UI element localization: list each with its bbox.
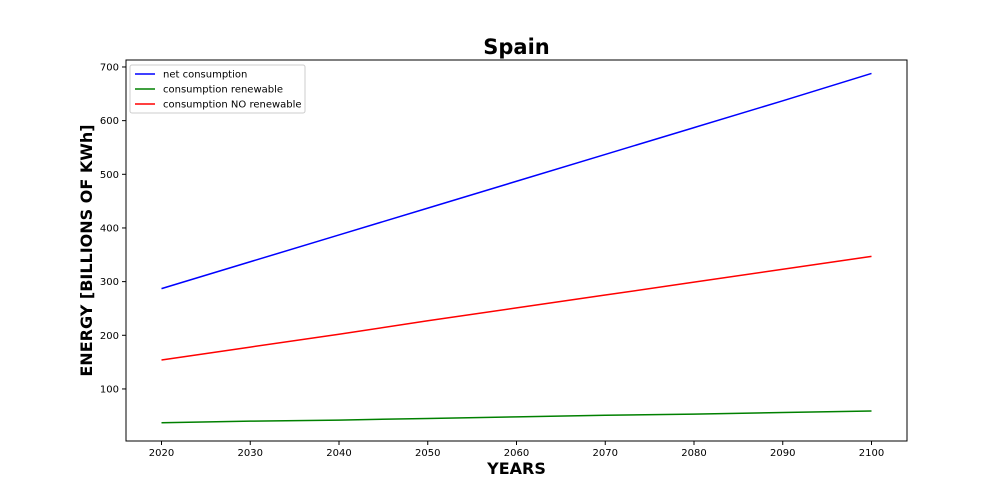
plot-area <box>125 59 908 442</box>
x-tick-label: 2090 <box>770 448 795 459</box>
chart-title: Spain <box>483 35 549 59</box>
legend-box <box>129 64 306 114</box>
y-axis-label: ENERGY [BILLIONS OF KWh] <box>77 124 96 376</box>
y-axis-ticks: 100 200 300 400 500 600 700 <box>100 62 126 395</box>
y-tick-label: 300 <box>100 277 119 288</box>
y-tick-label: 600 <box>100 116 119 127</box>
y-tick-label: 100 <box>100 384 119 395</box>
x-axis-label: YEARS <box>486 459 546 478</box>
legend-label: consumption NO renewable <box>163 100 302 111</box>
y-tick-label: 200 <box>100 331 119 342</box>
x-tick-label: 2030 <box>238 448 263 459</box>
legend-label: net consumption <box>163 70 247 81</box>
x-tick-label: 2070 <box>593 448 618 459</box>
x-tick-label: 2050 <box>415 448 440 459</box>
x-tick-label: 2020 <box>149 448 174 459</box>
y-tick-label: 700 <box>100 62 119 73</box>
series-line-consumption-no-renewable <box>161 255 872 361</box>
legend-label: consumption renewable <box>163 85 283 96</box>
series-lines <box>161 72 872 424</box>
series-line-net-consumption <box>161 72 872 290</box>
series-line-consumption-renewable <box>161 410 872 424</box>
x-tick-label: 2100 <box>859 448 884 459</box>
x-tick-label: 2040 <box>326 448 351 459</box>
x-axis-ticks: 2020 2030 2040 2050 2060 2070 2080 2090 2100 <box>149 441 884 459</box>
legend: net consumption consumption renewable cons… <box>129 64 306 114</box>
y-tick-label: 500 <box>100 170 119 181</box>
y-tick-label: 400 <box>100 223 119 234</box>
x-tick-label: 2080 <box>681 448 706 459</box>
x-tick-label: 2060 <box>504 448 529 459</box>
